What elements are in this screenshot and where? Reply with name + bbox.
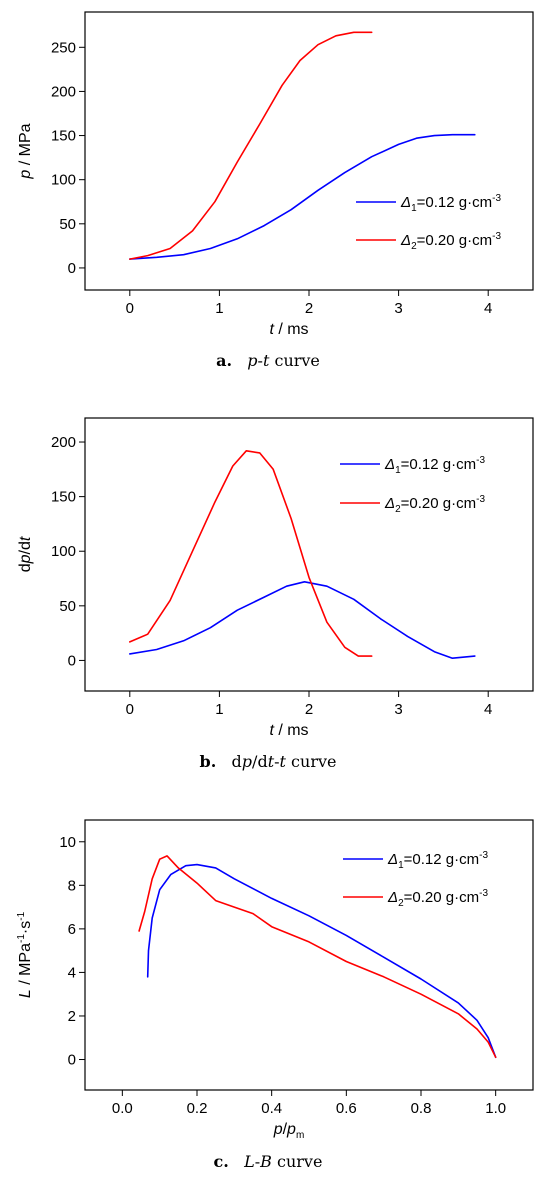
series-line-1 <box>129 580 476 660</box>
x-tick-label: 0 <box>126 300 134 317</box>
chart-panel-2: 0 1 2 3 4 0 50 100 150 200 t / ms dp/dt Δ1=0.12 g·cm… <box>17 417 534 771</box>
y-tick-label: 10 <box>59 834 76 851</box>
x-tick-label: 1 <box>215 701 223 718</box>
y-tick-label: 4 <box>68 964 76 981</box>
y-axis-label: dp/dt <box>17 536 34 572</box>
y-tick-label: 200 <box>51 83 76 100</box>
chart-caption: a. p-t curve <box>216 351 320 370</box>
chart-panel-3: 0.0 0.2 0.4 0.6 0.8 1.0 0 2 4 6 8 10 p/pm L / MPa-1·s… <box>16 819 534 1171</box>
series-line-2 <box>138 855 497 1059</box>
x-tick-label: 0 <box>126 701 134 718</box>
legend-label-1: Δ1=0.12 g·cm-3 <box>384 455 485 476</box>
y-tick-label: 50 <box>59 216 76 233</box>
chart-caption: c. L-B curve <box>214 1152 323 1171</box>
x-tick-label: 0.4 <box>261 1100 282 1117</box>
x-tick-label: 0.0 <box>112 1100 133 1117</box>
y-tick-label: 0 <box>68 260 76 277</box>
y-tick-label: 250 <box>51 39 76 56</box>
plot-frame <box>84 819 534 1091</box>
x-axis-label: p/pm <box>273 1121 305 1141</box>
series-line-2 <box>129 449 373 657</box>
x-axis-label: t / ms <box>269 321 308 338</box>
x-tick-label: 3 <box>394 701 402 718</box>
y-axis-label: p / MPa <box>17 123 34 179</box>
series-line-2 <box>129 31 373 260</box>
y-tick-label: 150 <box>51 128 76 145</box>
legend-label-2: Δ2=0.20 g·cm-3 <box>384 494 485 515</box>
y-tick-label: 100 <box>51 172 76 189</box>
x-axis-label: t / ms <box>269 722 308 739</box>
y-tick-label: 150 <box>51 489 76 506</box>
legend-label-2: Δ2=0.20 g·cm-3 <box>387 888 488 909</box>
y-axis-label: L / MPa-1·s-1 <box>16 911 34 998</box>
series-line-1 <box>146 863 497 1059</box>
x-tick-label: 2 <box>305 300 313 317</box>
legend-label-2: Δ2=0.20 g·cm-3 <box>400 231 501 252</box>
x-tick-label: 1.0 <box>485 1100 506 1117</box>
x-tick-label: 1 <box>215 300 223 317</box>
y-tick-label: 200 <box>51 434 76 451</box>
legend-label-1: Δ1=0.12 g·cm-3 <box>400 193 501 214</box>
y-tick-label: 100 <box>51 543 76 560</box>
x-tick-label: 4 <box>484 701 492 718</box>
y-tick-label: 0 <box>68 652 76 669</box>
legend-label-1: Δ1=0.12 g·cm-3 <box>387 850 488 871</box>
x-tick-label: 2 <box>305 701 313 718</box>
y-tick-label: 6 <box>68 921 76 938</box>
chart-panel-1: 0 1 2 3 4 0 50 100 150 200 250 t / ms p / MPa Δ1=0.12… <box>17 11 534 370</box>
y-tick-label: 50 <box>59 598 76 615</box>
x-tick-label: 4 <box>484 300 492 317</box>
x-tick-label: 0.8 <box>411 1100 432 1117</box>
series-line-1 <box>129 133 476 260</box>
x-tick-label: 0.6 <box>336 1100 357 1117</box>
x-tick-label: 0.2 <box>187 1100 208 1117</box>
y-tick-label: 8 <box>68 877 76 894</box>
x-tick-label: 3 <box>394 300 402 317</box>
chart-caption: b. dp/dt-t curve <box>200 752 337 771</box>
y-tick-label: 0 <box>68 1052 76 1069</box>
y-tick-label: 2 <box>68 1008 76 1025</box>
